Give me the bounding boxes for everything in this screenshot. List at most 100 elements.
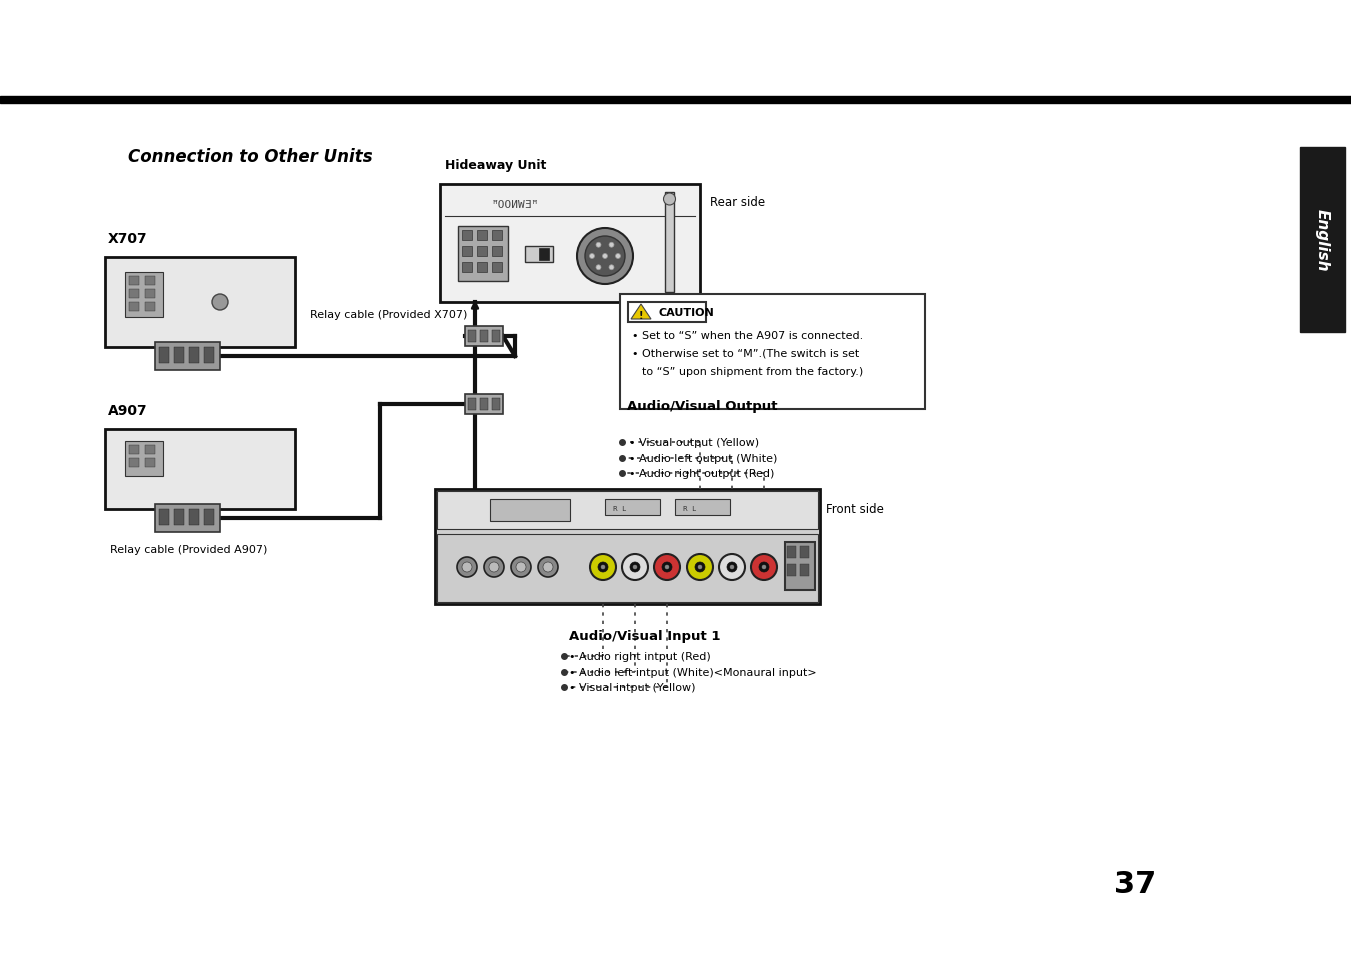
- Text: • Set to “S” when the A907 is connected.: • Set to “S” when the A907 is connected.: [632, 331, 863, 340]
- Bar: [458, 227, 508, 282]
- Text: X707: X707: [108, 232, 147, 246]
- Circle shape: [698, 565, 703, 569]
- Circle shape: [665, 565, 669, 569]
- Bar: [204, 510, 213, 525]
- Bar: [128, 446, 139, 455]
- Bar: [462, 247, 471, 256]
- Text: R  L: R L: [684, 505, 697, 512]
- Circle shape: [538, 558, 558, 578]
- Text: • Audio right intput (Red): • Audio right intput (Red): [569, 651, 711, 661]
- Bar: [477, 247, 486, 256]
- Circle shape: [654, 555, 680, 580]
- Circle shape: [590, 555, 616, 580]
- Circle shape: [577, 229, 634, 285]
- Circle shape: [694, 562, 705, 573]
- Bar: [676, 499, 730, 516]
- Circle shape: [462, 562, 471, 573]
- Bar: [436, 535, 817, 602]
- Circle shape: [663, 193, 676, 206]
- Circle shape: [212, 294, 228, 311]
- Text: Front side: Front side: [825, 502, 884, 516]
- Bar: [785, 542, 815, 590]
- Bar: [105, 430, 295, 510]
- Circle shape: [630, 562, 640, 573]
- Circle shape: [589, 254, 594, 259]
- Bar: [189, 348, 199, 364]
- Bar: [788, 546, 796, 558]
- Bar: [159, 348, 169, 364]
- Bar: [526, 247, 553, 263]
- Text: Audio/Visual Input 1: Audio/Visual Input 1: [569, 629, 720, 642]
- Text: 37: 37: [1113, 869, 1156, 899]
- Text: R  L: R L: [613, 505, 627, 512]
- Bar: [440, 185, 700, 303]
- Bar: [477, 263, 486, 273]
- Bar: [435, 490, 820, 604]
- Text: • Otherwise set to “M”.(The switch is set: • Otherwise set to “M”.(The switch is se…: [632, 349, 859, 358]
- Circle shape: [457, 558, 477, 578]
- Text: English: English: [1315, 209, 1329, 272]
- Bar: [465, 327, 503, 347]
- Bar: [665, 193, 674, 293]
- Text: ꟸOOИWƎꟸ: ꟸOOИWƎꟸ: [492, 200, 539, 210]
- Bar: [462, 231, 471, 241]
- Bar: [628, 303, 707, 323]
- Bar: [128, 276, 139, 286]
- Bar: [800, 564, 809, 577]
- Bar: [145, 290, 155, 298]
- Text: • Visual intput (Yellow): • Visual intput (Yellow): [569, 682, 696, 692]
- Circle shape: [751, 555, 777, 580]
- Bar: [492, 398, 500, 411]
- Bar: [204, 348, 213, 364]
- Circle shape: [484, 558, 504, 578]
- Circle shape: [543, 562, 553, 573]
- Bar: [492, 231, 503, 241]
- Text: to “S” upon shipment from the factory.): to “S” upon shipment from the factory.): [642, 367, 863, 376]
- Text: Connection to Other Units: Connection to Other Units: [128, 148, 373, 166]
- Circle shape: [603, 254, 608, 259]
- Circle shape: [585, 236, 626, 276]
- Bar: [0, 97, 1351, 104]
- Text: A907: A907: [108, 403, 147, 417]
- Text: Rear side: Rear side: [711, 195, 765, 209]
- Circle shape: [662, 562, 671, 573]
- Bar: [467, 398, 476, 411]
- Bar: [174, 510, 184, 525]
- Bar: [539, 249, 549, 261]
- Bar: [492, 263, 503, 273]
- Circle shape: [609, 266, 613, 271]
- Text: • Audio left output (White): • Audio left output (White): [630, 454, 777, 463]
- Bar: [189, 510, 199, 525]
- Circle shape: [634, 565, 638, 569]
- Bar: [128, 303, 139, 312]
- Bar: [145, 446, 155, 455]
- Text: • Visual output (Yellow): • Visual output (Yellow): [630, 437, 759, 448]
- Bar: [480, 398, 488, 411]
- Bar: [492, 331, 500, 343]
- Bar: [155, 504, 220, 533]
- Bar: [126, 273, 163, 317]
- Bar: [492, 247, 503, 256]
- Circle shape: [516, 562, 526, 573]
- Bar: [477, 231, 486, 241]
- Bar: [605, 499, 661, 516]
- Bar: [465, 395, 503, 415]
- Bar: [159, 510, 169, 525]
- Bar: [105, 257, 295, 348]
- Circle shape: [727, 562, 738, 573]
- Bar: [145, 276, 155, 286]
- Bar: [490, 499, 570, 521]
- Text: Relay cable (Provided A907): Relay cable (Provided A907): [109, 544, 267, 555]
- Text: CAUTION: CAUTION: [658, 308, 713, 317]
- Circle shape: [596, 266, 601, 271]
- Circle shape: [601, 565, 605, 569]
- Bar: [128, 290, 139, 298]
- Bar: [126, 441, 163, 476]
- Bar: [462, 263, 471, 273]
- Text: • Audio left intput (White)<Monaural input>: • Audio left intput (White)<Monaural inp…: [569, 667, 816, 678]
- Bar: [128, 458, 139, 468]
- Circle shape: [688, 555, 713, 580]
- Bar: [1300, 148, 1346, 333]
- Polygon shape: [631, 305, 651, 319]
- Circle shape: [609, 243, 613, 248]
